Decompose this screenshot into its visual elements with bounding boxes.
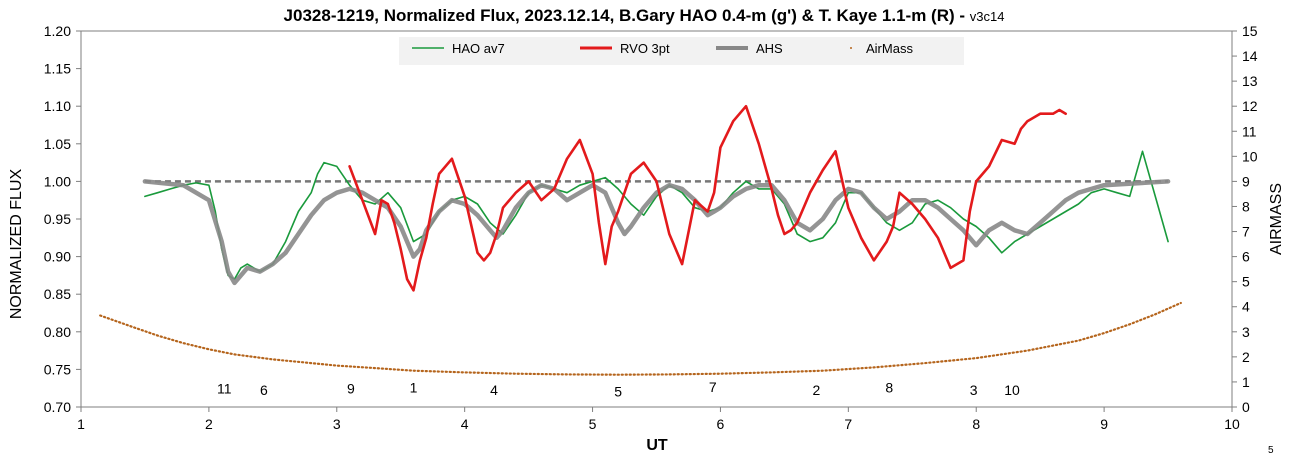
y-tick-label: 1.05 xyxy=(44,136,71,152)
annotation-label: 7 xyxy=(709,379,717,395)
plot-frame xyxy=(80,30,1233,408)
y2-tick-label: 12 xyxy=(1242,98,1258,114)
y-tick-label: 1.20 xyxy=(44,23,71,39)
series-hao-av7 xyxy=(144,150,1169,280)
y2-tick-label: 14 xyxy=(1242,48,1258,64)
series-rvo-3pt xyxy=(348,104,1067,292)
chart-title-suffix: v3c14 xyxy=(970,9,1005,24)
legend-label-ahs: AHS xyxy=(756,41,783,56)
legend-label-hao: HAO av7 xyxy=(452,41,505,56)
y2-tick-label: 6 xyxy=(1242,249,1250,265)
y2-axis-label: AIRMASS xyxy=(1268,183,1285,255)
x-tick-label: 1 xyxy=(77,416,85,432)
x-tick-label: 3 xyxy=(333,416,341,432)
chart-title: J0328-1219, Normalized Flux, 2023.12.14,… xyxy=(284,6,1005,25)
x-tick-label: 2 xyxy=(205,416,213,432)
y2-tick-label: 1 xyxy=(1242,374,1250,390)
annotation-label: 3 xyxy=(970,382,978,398)
legend: HAO av7 RVO 3pt AHS AirMass xyxy=(399,37,964,65)
legend-label-airmass: AirMass xyxy=(866,41,913,56)
y-tick-label: 0.80 xyxy=(44,324,71,340)
legend-box xyxy=(399,37,964,65)
y-tick-label: 0.90 xyxy=(44,249,71,265)
legend-item-rvo: RVO 3pt xyxy=(580,41,670,56)
corner-label: 5 xyxy=(1268,445,1274,456)
x-axis-label: UT xyxy=(646,437,668,454)
legend-item-hao: HAO av7 xyxy=(412,41,505,56)
legend-item-airmass: AirMass xyxy=(850,41,913,56)
annotation-label: 11 xyxy=(217,380,232,396)
y2-tick-label: 8 xyxy=(1242,198,1250,214)
y2-tick-label: 15 xyxy=(1242,23,1258,39)
y2-tick-label: 4 xyxy=(1242,299,1250,315)
y-tick-label: 1.00 xyxy=(44,173,71,189)
y2-tick-label: 13 xyxy=(1242,73,1258,89)
y2-tick-label: 3 xyxy=(1242,324,1250,340)
series-ahs xyxy=(142,179,1171,286)
annotation-label: 6 xyxy=(260,382,268,398)
legend-label-rvo: RVO 3pt xyxy=(620,41,670,56)
annotation-label: 10 xyxy=(1004,382,1020,398)
y2-tick-label: 5 xyxy=(1242,274,1250,290)
svg-text:J0328-1219, Normalized Flux, 2: J0328-1219, Normalized Flux, 2023.12.14,… xyxy=(284,6,1005,25)
y-axis-label: NORMALIZED FLUX xyxy=(8,169,25,320)
annotation-label: 1 xyxy=(410,380,418,396)
chart-title-main: J0328-1219, Normalized Flux, 2023.12.14,… xyxy=(284,6,970,25)
y2-tick-label: 10 xyxy=(1242,148,1258,164)
y-tick-label: 1.15 xyxy=(44,61,71,77)
x-tick-label: 5 xyxy=(589,416,597,432)
y2-tick-label: 0 xyxy=(1242,399,1250,415)
y2-tick-label: 7 xyxy=(1242,224,1250,240)
annotation-label: 4 xyxy=(490,382,498,398)
legend-item-ahs: AHS xyxy=(716,41,783,56)
y-tick-label: 0.85 xyxy=(44,286,71,302)
annotation-label: 9 xyxy=(347,380,355,396)
x-tick-label: 10 xyxy=(1224,416,1240,432)
y2-tick-label: 9 xyxy=(1242,173,1250,189)
x-tick-label: 9 xyxy=(1100,416,1108,432)
y-tick-label: 0.70 xyxy=(44,399,71,415)
y2-tick-label: 11 xyxy=(1242,123,1257,139)
x-tick-label: 7 xyxy=(844,416,852,432)
x-tick-label: 6 xyxy=(717,416,725,432)
y2-tick-label: 2 xyxy=(1242,349,1250,365)
annotation-label: 8 xyxy=(885,380,893,396)
annotation-label: 2 xyxy=(812,382,820,398)
x-tick-label: 4 xyxy=(461,416,469,432)
y-tick-label: 1.10 xyxy=(44,98,71,114)
x-tick-label: 8 xyxy=(972,416,980,432)
y-tick-label: 0.95 xyxy=(44,211,71,227)
y-tick-label: 0.75 xyxy=(44,361,71,377)
plot-area: 0.70 0.75 0.80 0.85 0.90 0.95 1.00 1.05 1.10 1.15… xyxy=(44,23,1258,432)
annotation-label: 5 xyxy=(614,383,622,399)
series-airmass xyxy=(99,301,1182,376)
